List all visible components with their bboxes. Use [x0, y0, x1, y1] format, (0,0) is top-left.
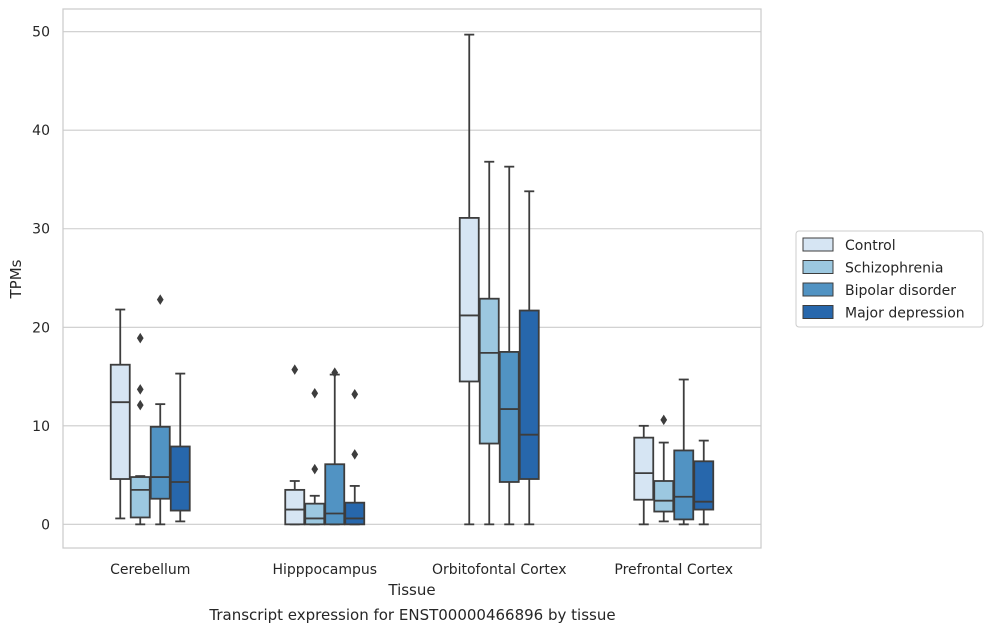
- box: [149, 425, 171, 500]
- box: [129, 476, 151, 519]
- outlier-point: [156, 294, 164, 305]
- outlier-point: [660, 414, 668, 426]
- box: [518, 309, 540, 480]
- y-axis-title: TPMs: [7, 259, 25, 299]
- x-tick-label: Cerebellum: [110, 562, 190, 578]
- outlier-point: [331, 367, 339, 378]
- plot-frame: [62, 8, 762, 549]
- box-group: [693, 439, 715, 526]
- box: [304, 502, 326, 526]
- box-group: [109, 308, 131, 520]
- box: [324, 463, 346, 526]
- box: [344, 501, 366, 526]
- outlier-point: [136, 332, 144, 344]
- legend-swatch: [802, 237, 834, 252]
- legend-label: Major depression: [845, 306, 965, 322]
- box: [458, 216, 480, 383]
- legend-label: Control: [845, 238, 896, 254]
- y-tick-label: 30: [32, 222, 50, 238]
- legend-swatch: [802, 282, 834, 297]
- box-group: [518, 190, 540, 526]
- outlier-point: [351, 389, 359, 400]
- outlier-point: [136, 384, 144, 395]
- boxes-layer: [109, 33, 715, 526]
- box-group: [324, 367, 346, 526]
- legend: Control Schizophrenia Bipolar disorder Majo…: [795, 230, 984, 328]
- y-tick-label: 0: [41, 517, 50, 533]
- legend-swatch: [802, 260, 834, 274]
- box-group: [478, 160, 500, 526]
- box: [673, 449, 695, 521]
- y-tick-label: 50: [32, 25, 50, 41]
- outlier-point: [311, 388, 319, 399]
- outlier-point: [351, 449, 359, 460]
- box-group: [633, 424, 655, 526]
- box: [284, 488, 306, 526]
- x-tick-label: Orbitofontal Cortex: [432, 562, 567, 578]
- box: [109, 363, 131, 480]
- box-group: [498, 165, 520, 526]
- box-group: [304, 388, 326, 526]
- legend-swatch: [802, 305, 834, 319]
- y-tick-label: 20: [32, 320, 50, 336]
- box: [693, 460, 715, 511]
- ticks-layer: 0 10 20 30 40 50 Cerebellum Hipppocampus Orbitof…: [32, 25, 733, 578]
- box: [633, 436, 655, 501]
- outlier-point: [311, 463, 319, 475]
- x-tick-label: Hipppocampus: [272, 562, 377, 578]
- box: [498, 351, 520, 483]
- legend-label: Bipolar disorder: [845, 283, 956, 299]
- box: [653, 480, 675, 513]
- box: [169, 445, 191, 512]
- box-group: [129, 332, 151, 526]
- figure-caption: Transcript expression for ENST0000046689…: [209, 606, 616, 624]
- box-group: [653, 414, 675, 523]
- box-group: [344, 389, 366, 526]
- box-group: [169, 372, 191, 523]
- outlier-point: [291, 364, 299, 375]
- box-group: [458, 33, 480, 526]
- box-group: [284, 364, 306, 526]
- outlier-point: [136, 399, 144, 411]
- box-group: [149, 294, 171, 526]
- y-tick-label: 10: [32, 419, 50, 435]
- box-group: [673, 378, 695, 526]
- x-axis-title: Tissue: [387, 581, 435, 599]
- x-tick-label: Prefrontal Cortex: [614, 562, 733, 578]
- legend-label: Schizophrenia: [845, 261, 943, 277]
- legend-frame: [795, 230, 984, 328]
- box: [478, 297, 500, 445]
- y-tick-label: 40: [32, 123, 50, 139]
